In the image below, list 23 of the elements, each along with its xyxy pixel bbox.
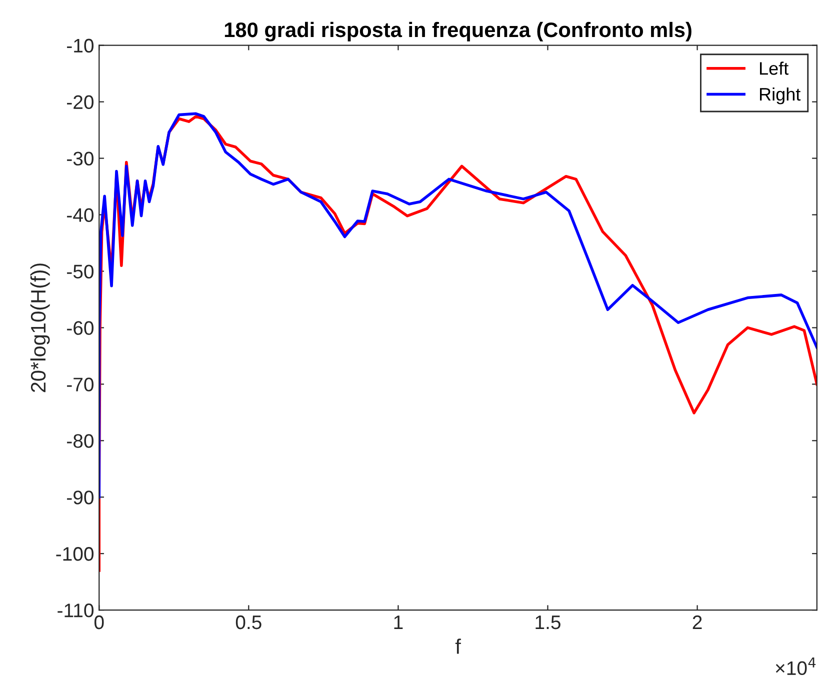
x-axis-title: f: [455, 638, 461, 654]
chart-title: 180 gradi risposta in frequenza (Confronto mls): [224, 22, 692, 42]
y-tick-label: -70: [67, 378, 94, 392]
y-tick-label: -30: [67, 152, 94, 166]
y-tick-label: -50: [67, 264, 94, 278]
y-tick-label: -40: [67, 208, 94, 222]
y-tick-label: -60: [67, 321, 94, 335]
x-tick-label: 1: [394, 616, 403, 630]
y-tick-label: -110: [58, 604, 94, 618]
y-tick-label: -90: [67, 490, 94, 504]
x-tick-label: 2: [692, 615, 702, 630]
y-tick-label: -80: [67, 434, 94, 448]
y-axis-title: 20*log10(H(f)): [30, 264, 50, 392]
y-tick-label: -20: [67, 95, 94, 110]
y-tick-label: -100: [56, 547, 94, 561]
x-tick-label: 0.5: [236, 615, 262, 630]
text: ×10$^{4}$: [776, 657, 816, 676]
y-tick-label: -10: [67, 38, 94, 53]
legend-label: Left: [760, 62, 788, 75]
x-tick-label: 0: [94, 615, 104, 630]
x-tick-label: 1.5: [536, 616, 560, 630]
line-series: [99, 112, 817, 499]
legend-label: Right: [760, 87, 801, 104]
